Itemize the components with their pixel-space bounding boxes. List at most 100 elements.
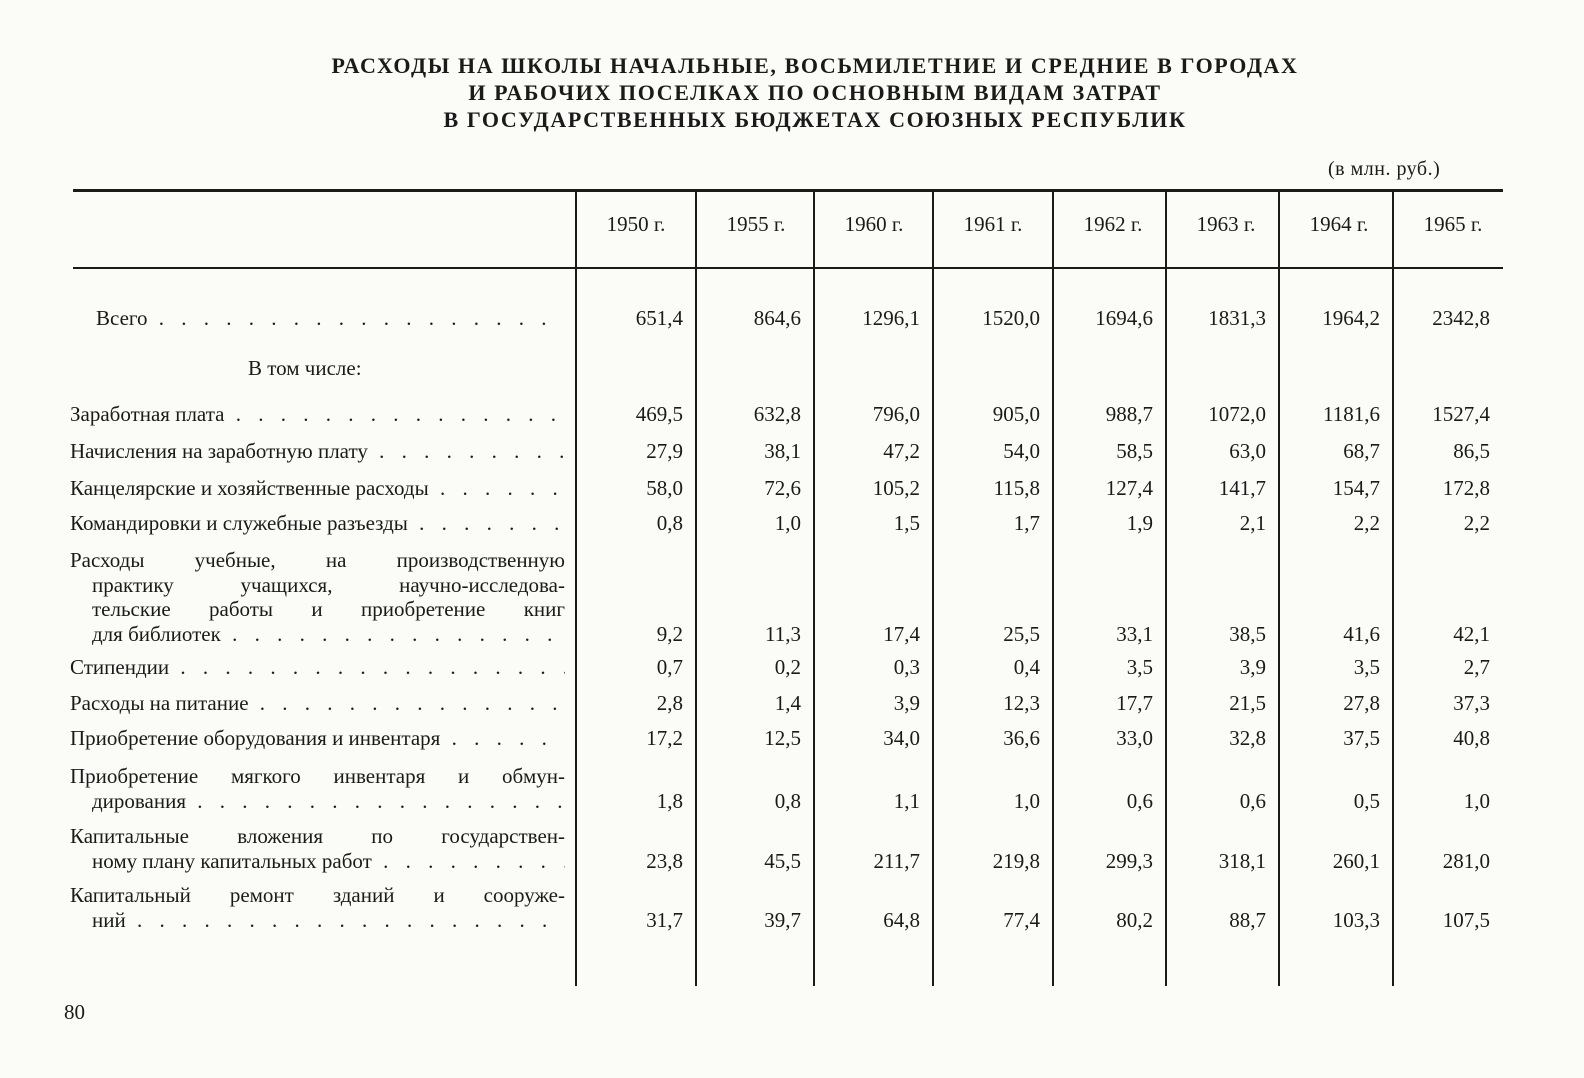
dot-leader: . . . . . . . . . . . . . . . . . . . . … [158,306,565,330]
cell-value: 141,7 [1218,476,1266,500]
cell-value: 299,3 [1105,848,1153,873]
cell-value: 107,5 [1442,907,1490,932]
cell-value: 9,2 [656,621,683,646]
cell-value: 154,7 [1332,476,1380,500]
cell-value: 0,3 [893,655,920,679]
cell-value: 34,0 [883,726,920,750]
cell-value: 0,2 [774,655,801,679]
cell-value: 796,0 [872,402,920,426]
cell-value: 40,8 [1453,726,1490,750]
cell-value: 12,3 [1003,691,1040,715]
dot-leader: . . . . . . . . . . . . . . . . . . . . … [451,726,565,750]
cell-value: 1964,2 [1322,306,1380,330]
cell-value: 21,5 [1229,691,1266,715]
cell-value: 17,2 [646,726,683,750]
label-text: Стипендии [70,655,170,679]
column-header: 1964 г. [1309,212,1369,236]
cell-value: 63,0 [1229,439,1266,463]
cell-value: 27,9 [646,439,683,463]
cell-value: 1520,0 [982,306,1040,330]
row-label: Расходы на питание . . . . . . . . . . .… [70,691,565,716]
cell-value: 32,8 [1229,726,1266,750]
cell-value: 905,0 [992,402,1040,426]
dot-leader: . . . . . . . . . . . . . . . . . . . . … [259,691,565,715]
dot-leader: . . . . . . . . . . . . . . . . . . . . … [419,511,565,535]
cell-value: 1527,4 [1432,402,1490,426]
column-divider [575,192,577,986]
cell-value: 11,3 [765,621,801,646]
cell-value: 0,6 [1126,788,1153,813]
label-text: ному плану капитальных работ [92,848,372,873]
cell-value: 127,4 [1105,476,1153,500]
cell-value: 260,1 [1332,848,1380,873]
dot-leader: . . . . . . . . . . . . . . . . . . . . … [235,402,565,426]
dot-leader: . . . . . . . . . . . . . . . . . . . . … [383,848,565,873]
cell-value: 1,9 [1126,511,1153,535]
row-label: Капитальные вложения по государствен-ном… [70,824,565,873]
row-label: Начисления на заработную плату . . . . .… [70,439,565,464]
label-text: Командировки и служебные разъезды [70,511,408,535]
cell-value: 1072,0 [1208,402,1266,426]
cell-value: 3,9 [893,691,920,715]
cell-value: 17,7 [1116,691,1153,715]
row-label: Командировки и служебные разъезды . . . … [70,511,565,536]
title-line: РАСХОДЫ НА ШКОЛЫ НАЧАЛЬНЫЕ, ВОСЬМИЛЕТНИЕ… [331,53,1299,78]
cell-value: 37,5 [1343,726,1380,750]
column-header: 1965 г. [1423,212,1483,236]
column-header: 1950 г. [606,212,666,236]
cell-value: 469,5 [635,402,683,426]
cell-value: 39,7 [764,907,801,932]
cell-value: 88,7 [1229,907,1266,932]
unit-note: (в млн. руб.) [1328,158,1441,180]
label-text: Капитальные вложения по государствен- [70,824,565,848]
cell-value: 219,8 [992,848,1040,873]
label-text: дирования [92,788,187,813]
cell-value: 33,0 [1116,726,1153,750]
cell-value: 1831,3 [1208,306,1266,330]
row-label: Канцелярские и хозяйственные расходы . .… [70,476,565,501]
cell-value: 3,5 [1353,655,1380,679]
cell-value: 1694,6 [1095,306,1153,330]
row-label: Заработная плата . . . . . . . . . . . .… [70,402,565,427]
cell-value: 38,5 [1229,621,1266,646]
column-divider [1165,192,1167,986]
column-divider [1278,192,1280,986]
row-label: Всего . . . . . . . . . . . . . . . . . … [96,306,565,331]
cell-value: 23,8 [646,848,683,873]
row-label: Приобретение мягкого инвентаря и обмун-д… [70,764,565,813]
dot-leader: . . . . . . . . . . . . . . . . . . . . … [379,439,565,463]
cell-value: 103,3 [1332,907,1380,932]
dot-leader: . . . . . . . . . . . . . . . . . . . . … [180,655,565,679]
top-rule [73,189,1503,192]
cell-value: 2,2 [1463,511,1490,535]
page-number: 80 [64,1000,85,1024]
column-divider [932,192,934,986]
cell-value: 1296,1 [862,306,920,330]
label-text: Начисления на заработную плату [70,439,368,463]
cell-value: 33,1 [1116,621,1153,646]
dot-leader: . . . . . . . . . . . . . . . . . . . . … [439,476,565,500]
cell-value: 0,7 [656,655,683,679]
cell-value: 80,2 [1116,907,1153,932]
cell-value: 36,6 [1003,726,1040,750]
label-text: Расходы учебные, на производственную [70,548,565,572]
cell-value: 42,1 [1453,621,1490,646]
title-line: В ГОСУДАРСТВЕННЫХ БЮДЖЕТАХ СОЮЗНЫХ РЕСПУ… [443,107,1187,132]
label-text: Приобретение мягкого инвентаря и обмун- [70,764,565,788]
column-header: 1960 г. [844,212,904,236]
cell-value: 38,1 [764,439,801,463]
cell-value: 37,3 [1453,691,1490,715]
cell-value: 3,9 [1239,655,1266,679]
cell-value: 45,5 [764,848,801,873]
cell-value: 58,5 [1116,439,1153,463]
label-text: Расходы на питание [70,691,249,715]
cell-value: 211,7 [873,848,920,873]
cell-value: 988,7 [1105,402,1153,426]
cell-value: 12,5 [764,726,801,750]
cell-value: 115,8 [993,476,1040,500]
cell-value: 1,0 [1013,788,1040,813]
column-header: 1963 г. [1196,212,1256,236]
column-divider [695,192,697,986]
cell-value: 0,8 [774,788,801,813]
cell-value: 31,7 [646,907,683,932]
